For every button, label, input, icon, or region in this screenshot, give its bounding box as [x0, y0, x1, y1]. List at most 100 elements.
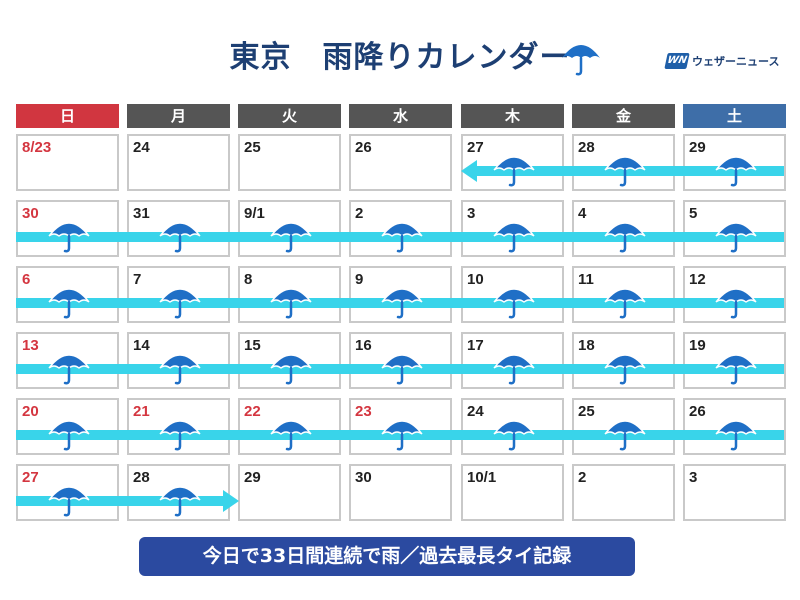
umbrella-icon	[381, 354, 423, 385]
date-label: 4	[578, 205, 587, 222]
day-cell: 18	[572, 332, 675, 389]
day-cell: 6	[16, 266, 119, 323]
umbrella-icon	[493, 222, 535, 253]
umbrella-icon	[381, 222, 423, 253]
day-cell: 30	[349, 464, 452, 521]
umbrella-icon	[604, 354, 646, 385]
date-label: 19	[689, 337, 706, 354]
date-label: 12	[689, 271, 706, 288]
date-label: 15	[244, 337, 261, 354]
date-label: 8/23	[22, 139, 52, 156]
date-label: 5	[689, 205, 698, 222]
date-label: 7	[133, 271, 142, 288]
header-fri: 金	[572, 104, 675, 128]
date-label: 20	[22, 403, 39, 420]
date-label: 10/1	[467, 469, 497, 486]
umbrella-icon	[159, 288, 201, 319]
header-sun: 日	[16, 104, 119, 128]
date-label: 26	[689, 403, 706, 420]
umbrella-icon	[270, 222, 312, 253]
day-cell: 26	[349, 134, 452, 191]
date-label: 10	[467, 271, 484, 288]
date-label: 26	[355, 139, 372, 156]
date-label: 13	[22, 337, 39, 354]
umbrella-icon	[381, 420, 423, 451]
header-mon: 月	[127, 104, 230, 128]
umbrella-icon	[604, 156, 646, 187]
date-label: 23	[355, 403, 372, 420]
date-label: 29	[244, 469, 261, 486]
date-label: 11	[578, 271, 594, 288]
date-label: 22	[244, 403, 261, 420]
umbrella-icon	[381, 288, 423, 319]
day-cell: 26	[683, 398, 786, 455]
umbrella-icon	[159, 486, 201, 517]
date-label: 16	[355, 337, 372, 354]
umbrella-icon	[604, 288, 646, 319]
logo-mark: WN	[664, 53, 690, 69]
umbrella-icon	[48, 420, 90, 451]
date-label: 3	[689, 469, 698, 486]
header-wed: 水	[349, 104, 452, 128]
day-cell: 10/1	[461, 464, 564, 521]
umbrella-icon	[493, 156, 535, 187]
date-label: 14	[133, 337, 150, 354]
date-label: 2	[355, 205, 364, 222]
umbrella-icon	[493, 420, 535, 451]
rain-streak-start-arrow	[461, 160, 477, 182]
header-sat: 土	[683, 104, 786, 128]
date-label: 30	[22, 205, 39, 222]
date-label: 17	[467, 337, 484, 354]
rain-band	[16, 430, 784, 440]
umbrella-icon	[48, 354, 90, 385]
umbrella-icon	[493, 288, 535, 319]
rain-band	[16, 232, 784, 242]
date-label: 18	[578, 337, 595, 354]
umbrella-icon	[715, 288, 757, 319]
umbrella-icon	[270, 354, 312, 385]
date-label: 27	[22, 469, 39, 486]
logo-text: ウェザーニュース	[692, 55, 780, 68]
header-thu: 木	[461, 104, 564, 128]
date-label: 24	[133, 139, 150, 156]
day-cell: 25	[238, 134, 341, 191]
umbrella-icon	[48, 222, 90, 253]
day-cell: 3	[683, 464, 786, 521]
rain-band	[16, 496, 223, 506]
umbrella-icon	[48, 486, 90, 517]
umbrella-icon	[493, 354, 535, 385]
umbrella-icon	[715, 420, 757, 451]
date-label: 25	[244, 139, 261, 156]
day-cell: 2	[572, 464, 675, 521]
date-label: 28	[133, 469, 150, 486]
day-cell: 29	[238, 464, 341, 521]
date-label: 30	[355, 469, 372, 486]
date-label: 6	[22, 271, 31, 288]
day-cell: 20	[16, 398, 119, 455]
umbrella-icon	[604, 222, 646, 253]
date-label: 31	[133, 205, 150, 222]
date-label: 21	[133, 403, 150, 420]
date-label: 27	[467, 139, 484, 156]
umbrella-icon	[715, 354, 757, 385]
umbrella-icon	[270, 420, 312, 451]
date-label: 25	[578, 403, 595, 420]
umbrella-icon	[159, 354, 201, 385]
date-label: 2	[578, 469, 587, 486]
date-label: 9	[355, 271, 364, 288]
date-label: 8	[244, 271, 253, 288]
rain-band	[16, 364, 784, 374]
day-cell: 8/23	[16, 134, 119, 191]
page-title: 東京 雨降りカレンダー	[229, 40, 571, 75]
umbrella-icon	[159, 420, 201, 451]
weathernews-logo: WN ウェザーニュース	[664, 53, 780, 69]
rain-band	[16, 298, 784, 308]
umbrella-icon	[604, 420, 646, 451]
date-label: 3	[467, 205, 476, 222]
umbrella-icon	[715, 156, 757, 187]
date-label: 9/1	[244, 205, 265, 222]
record-banner: 今日で33日間連続で雨／過去最長タイ記録	[139, 537, 635, 576]
umbrella-icon	[562, 45, 600, 76]
header-tue: 火	[238, 104, 341, 128]
umbrella-icon	[270, 288, 312, 319]
